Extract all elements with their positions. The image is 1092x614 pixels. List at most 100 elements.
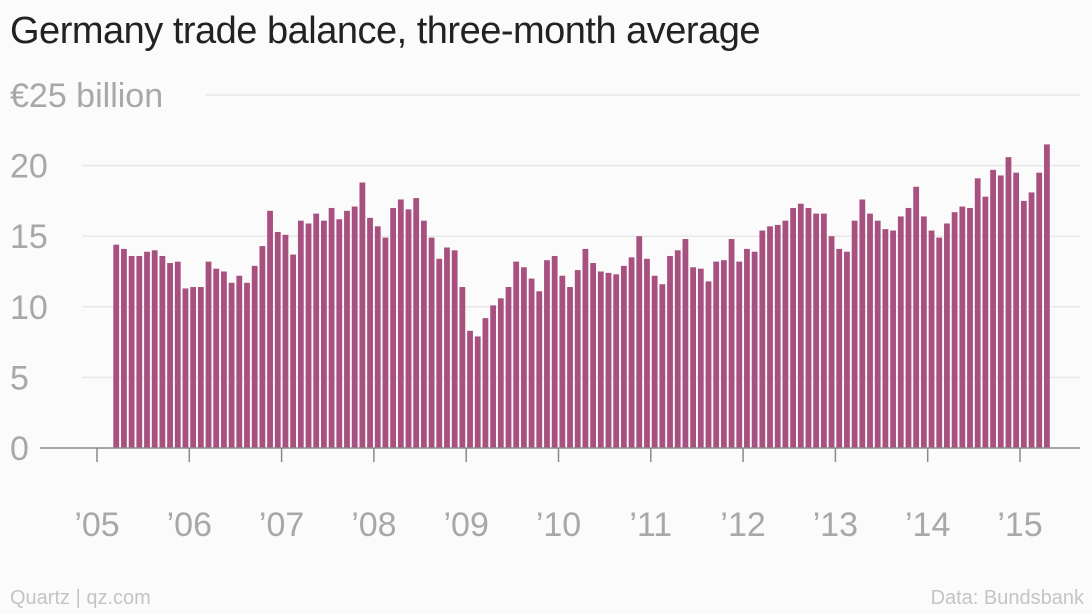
bar [182, 288, 189, 448]
bar [882, 229, 889, 448]
x-tick-label: ’13 [813, 506, 858, 544]
bar [782, 220, 789, 448]
y-tick-label: 0 [10, 430, 29, 468]
y-tick-label: 15 [10, 218, 48, 256]
bar [597, 271, 604, 448]
bar [567, 287, 573, 448]
bar [720, 260, 727, 448]
y-tick-label: 10 [10, 289, 48, 327]
bar [1036, 172, 1043, 448]
bar [159, 255, 166, 448]
bar [436, 258, 443, 448]
bar [913, 186, 920, 448]
bar [944, 223, 950, 448]
bar [359, 182, 366, 449]
x-tick-label: ’07 [259, 506, 304, 544]
bar [928, 230, 935, 448]
bar [290, 254, 297, 448]
bar [820, 213, 827, 448]
bar [690, 267, 696, 448]
y-tick-label: 20 [10, 148, 48, 186]
bar [967, 207, 973, 448]
bar [505, 287, 512, 448]
bar [313, 213, 320, 448]
bar [636, 236, 643, 448]
bar [659, 284, 666, 448]
bar [197, 287, 204, 448]
bar [321, 220, 327, 448]
bar [790, 207, 796, 448]
bar [336, 219, 343, 448]
bar [851, 220, 858, 448]
x-tick-label: ’08 [351, 506, 396, 544]
bar [382, 237, 389, 448]
bar [974, 178, 981, 448]
x-axis [40, 447, 1080, 462]
chart-title: Germany trade balance, three-month avera… [10, 10, 760, 52]
bar [920, 216, 927, 448]
bar [128, 255, 135, 448]
bar [728, 239, 735, 448]
bar [259, 246, 266, 448]
bar [751, 251, 758, 448]
bar [651, 275, 658, 448]
x-tick-label: ’15 [997, 506, 1042, 544]
y-tick-label: €25 billion [10, 77, 163, 115]
bar [628, 257, 635, 448]
bar [221, 271, 227, 448]
bar [405, 209, 412, 448]
bar [305, 223, 312, 448]
bar [421, 220, 427, 448]
bar [890, 230, 896, 448]
bar [536, 291, 543, 448]
bar [1013, 172, 1020, 448]
bar [544, 260, 550, 448]
bar [867, 213, 873, 448]
bar [997, 175, 1004, 449]
x-tick-label: ’06 [167, 506, 212, 544]
bar [767, 226, 773, 448]
bar [244, 282, 250, 448]
bar [113, 244, 120, 448]
bar [697, 268, 704, 448]
bar [374, 226, 381, 448]
bar [559, 275, 566, 448]
bar [1044, 144, 1050, 449]
bar [328, 207, 335, 448]
bar [774, 224, 781, 448]
bar [482, 318, 489, 448]
bar [844, 251, 850, 448]
bar [590, 263, 597, 448]
bar [282, 234, 289, 448]
bar [874, 220, 881, 448]
bar [951, 212, 958, 448]
bar [605, 272, 612, 448]
bar [551, 255, 558, 448]
bar [574, 270, 581, 448]
bar [267, 210, 273, 448]
bar [490, 305, 497, 448]
bar [444, 247, 450, 448]
bar [682, 239, 689, 448]
bar [520, 267, 527, 448]
bar [859, 199, 866, 448]
bar [713, 261, 720, 448]
bar [190, 287, 197, 448]
x-tick-label: ’05 [74, 506, 119, 544]
bar [236, 275, 243, 448]
x-tick-label: ’12 [720, 506, 765, 544]
x-tick-label: ’10 [536, 506, 581, 544]
bar [451, 250, 458, 448]
bar [1005, 157, 1012, 448]
bar [736, 261, 743, 448]
bar [151, 250, 158, 448]
bar [828, 236, 835, 448]
bar [497, 298, 504, 448]
bar [582, 248, 589, 448]
bar [513, 261, 520, 448]
bars [113, 144, 1050, 449]
bar [213, 268, 220, 448]
bar [167, 263, 173, 448]
bar [836, 248, 843, 448]
